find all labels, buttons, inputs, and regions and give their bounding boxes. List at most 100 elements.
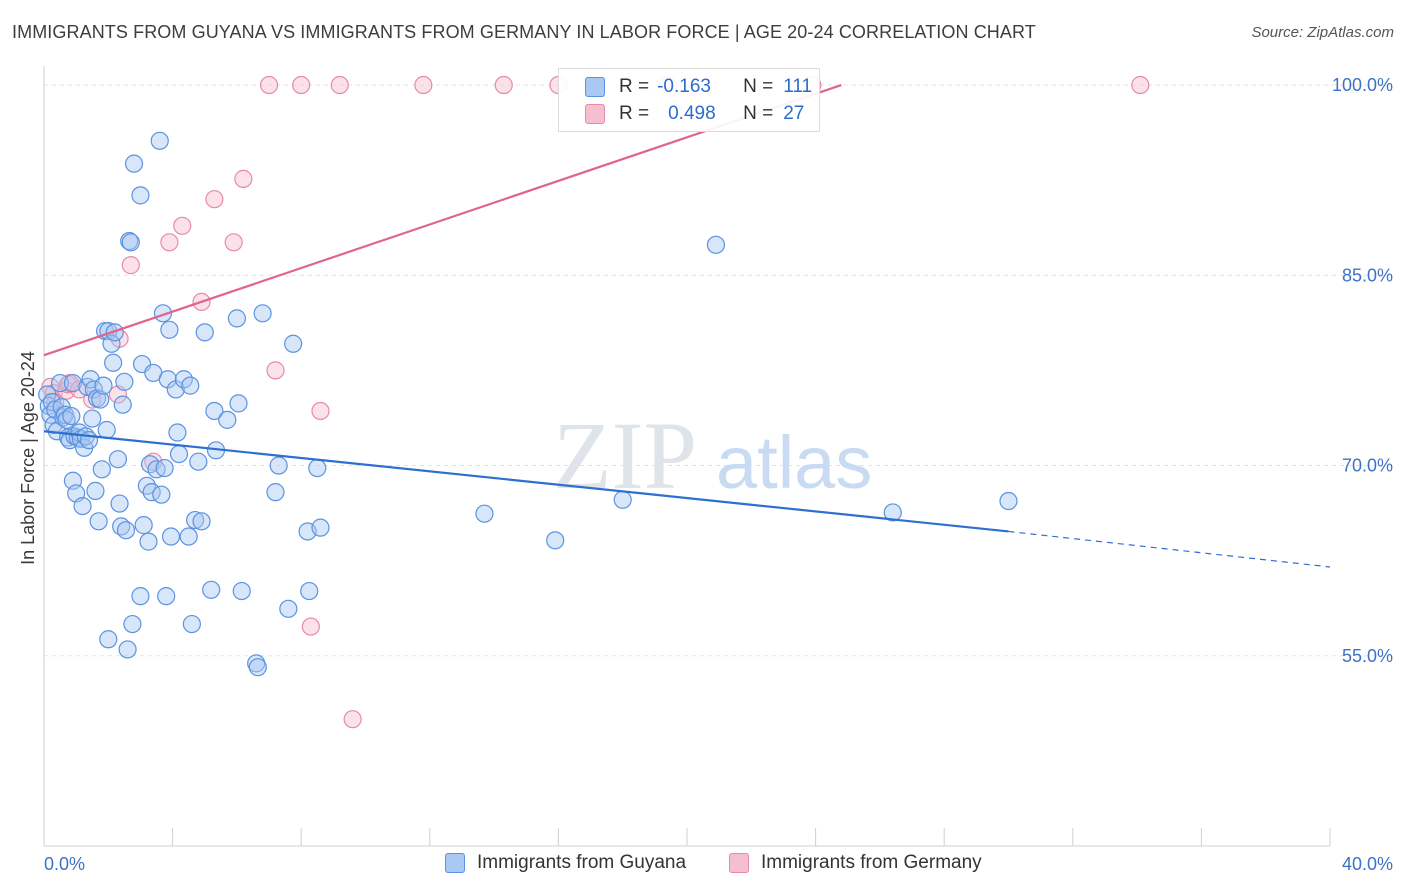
guyana-r-value: -0.163 [657,76,711,97]
y-tick-label: 55.0% [1342,646,1393,666]
guyana-point [97,420,116,440]
bottom-legend: Immigrants from Guyana Immigrants from G… [0,852,1406,878]
guyana-trend-extension [1008,530,1331,568]
guyana-point [232,581,251,601]
guyana-trend-line [43,430,1009,533]
guyana-point [86,481,105,500]
guyana-point [104,353,123,372]
guyana-point [89,512,108,531]
guyana-point [269,456,288,475]
guyana-points [38,131,1018,677]
tick-labels: 100.0% 85.0% 70.0% 55.0% 0.0% 40.0% [44,75,1393,874]
legend-label-guyana: Immigrants from Guyana [477,852,687,873]
germany-r-label: R = [619,103,650,124]
guyana-point [62,406,81,426]
guyana-point [284,334,303,353]
guyana-point [311,518,330,537]
guyana-point [155,458,174,478]
guyana-point [134,516,153,535]
guyana-point [118,640,137,659]
germany-swatch [585,104,605,124]
guyana-point [161,527,181,546]
guyana-point [92,460,111,479]
stats-row-guyana: R = -0.163 N = 111 [585,76,812,98]
guyana-point [124,154,144,173]
guyana-point [73,496,92,516]
guyana-point [253,304,272,323]
guyana-point [195,323,214,342]
guyana-point [308,458,327,478]
guyana-point [91,390,110,409]
y-axis-label: In Labor Force | Age 20-24 [18,351,38,565]
axes [43,66,1331,847]
y-tick-label: 100.0% [1332,75,1393,95]
guyana-point [116,521,136,540]
stats-legend: R = -0.163 N = 111 R = 0.498 N = 27 [558,68,820,132]
guyana-point [150,131,169,150]
guyana-point [94,376,113,395]
guyana-point [279,599,298,618]
germany-point [205,190,224,209]
guyana-point [169,444,189,464]
chart-source: Source: ZipAtlas.com [1251,24,1394,41]
guyana-point [121,233,140,252]
guyana-point [157,587,176,606]
guyana-point [50,373,70,393]
legend-swatch-guyana [445,853,465,873]
guyana-point [202,580,221,599]
germany-point [330,75,349,95]
germany-point [494,75,513,95]
germany-point [160,233,179,252]
legend-item-guyana[interactable]: Immigrants from Guyana [445,852,686,874]
watermark: ZIP atlas [553,402,872,509]
guyana-point [139,532,158,551]
guyana-point [115,372,134,391]
guyana-point [79,431,99,450]
guyana-point [192,512,211,531]
guyana-point [266,483,285,502]
germany-point [292,75,311,95]
chart-title: IMMIGRANTS FROM GUYANA VS IMMIGRANTS FRO… [12,22,1036,42]
guyana-point [99,630,118,649]
germany-point [301,617,320,636]
guyana-point [110,494,129,513]
germany-point [311,401,330,421]
guyana-point [999,491,1018,511]
germany-point [1131,75,1150,95]
x-tick-label: 0.0% [44,854,85,874]
guyana-point [229,394,248,413]
guyana-point [883,503,902,522]
guyana-point [248,658,267,677]
germany-point [224,233,243,252]
guyana-point [613,490,632,509]
germany-point [121,256,140,275]
guyana-point [475,504,494,523]
germany-point [173,216,192,235]
watermark-atlas: atlas [716,421,872,504]
guyana-point [227,309,246,328]
guyana-point [182,614,201,634]
guyana-n-value: 111 [783,76,813,97]
guyana-point [160,320,179,339]
germany-point [343,710,362,729]
germany-point [259,75,279,95]
y-tick-label: 85.0% [1342,265,1393,285]
germany-n-value: 27 [783,103,805,124]
guyana-point [152,485,171,504]
guyana-point [706,235,726,254]
germany-r-value: 0.498 [668,103,716,124]
guyana-point [179,527,198,546]
guyana-point [186,510,205,530]
legend-item-germany[interactable]: Immigrants from Germany [729,852,982,874]
germany-point [266,361,285,380]
x-tick-label: 40.0% [1342,854,1393,874]
germany-point [234,169,253,188]
guyana-point [83,409,102,428]
germany-n-label: N = [743,103,774,124]
y-tick-label: 70.0% [1342,456,1393,476]
guyana-point [181,376,200,395]
stats-row-germany: R = 0.498 N = 27 [585,103,804,125]
guyana-point [153,304,173,323]
guyana-point [546,531,565,550]
